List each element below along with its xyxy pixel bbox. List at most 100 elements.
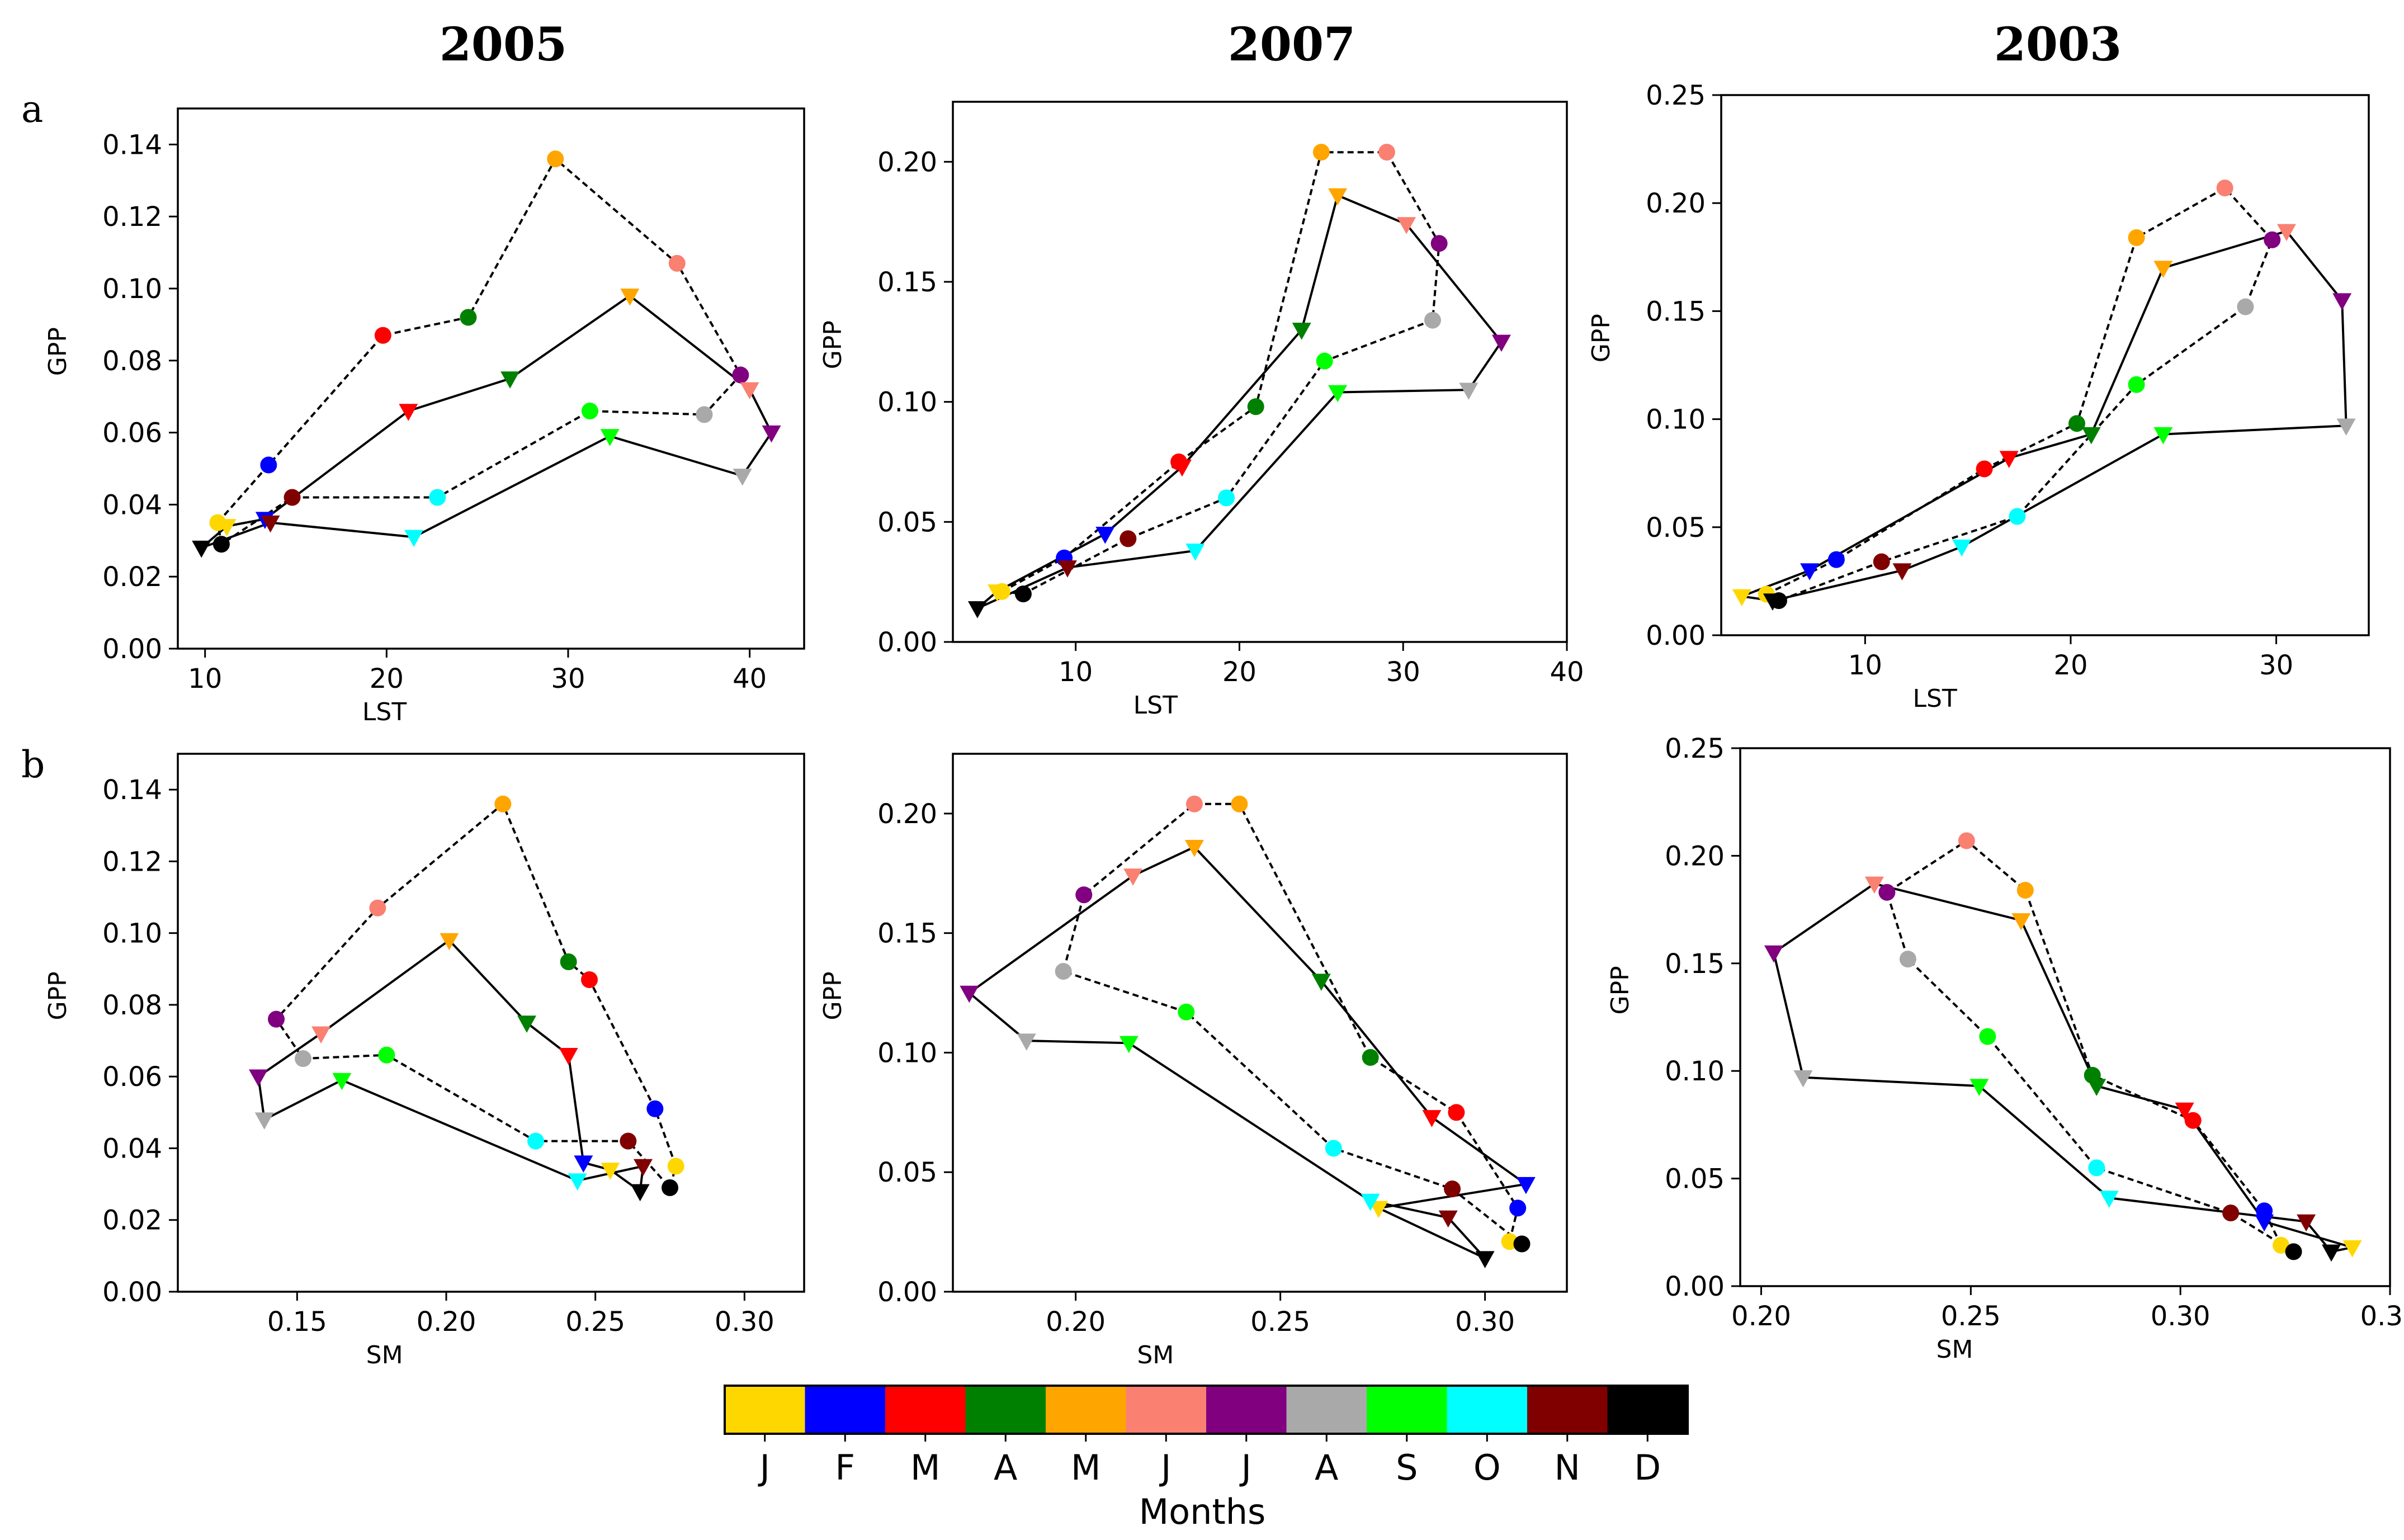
point-circle-may	[547, 150, 564, 168]
y-tick-label: 0.14	[102, 129, 162, 160]
point-triangle-may	[440, 933, 459, 951]
x-tick-label: 40	[1550, 656, 1584, 688]
y-tick-label: 0.12	[102, 846, 162, 877]
x-axis-label: SM	[366, 1341, 403, 1369]
x-axis-label: SM	[1937, 1335, 1973, 1364]
point-circle-jul	[2264, 231, 2281, 248]
x-tick-label: 0.15	[267, 1306, 327, 1338]
y-axis-label: GPP	[819, 320, 847, 369]
point-triangle-feb	[2255, 1214, 2274, 1232]
point-triangle-sep	[1328, 385, 1348, 403]
column-title-2007: 2007	[1228, 18, 1356, 72]
y-tick-label: 0.25	[1646, 80, 1706, 111]
point-triangle-nov	[2297, 1214, 2316, 1232]
y-tick-label: 0.05	[1646, 512, 1706, 544]
point-circle-dec	[1014, 585, 1032, 603]
y-tick-label: 0.04	[102, 489, 162, 521]
point-circle-nov	[1120, 530, 1137, 547]
point-circle-aug	[696, 406, 713, 423]
point-circle-oct	[1325, 1140, 1342, 1157]
y-tick-label: 0.10	[102, 918, 162, 949]
point-triangle-nov	[1438, 1210, 1458, 1228]
point-circle-jul	[1430, 235, 1448, 252]
panel-a-2005: 10 20 30 40 0.00 0.02 0.04 0.06 0.08 0.10 0.12 0.14…	[44, 107, 805, 726]
point-triangle-feb	[574, 1155, 593, 1173]
column-title-2003: 2003	[1994, 18, 2122, 72]
point-circle-nov	[1873, 553, 1890, 570]
point-triangle-dec	[1763, 593, 1782, 611]
panel-b-2005: 0.15 0.20 0.25 0.30 0.00 0.02 0.04 0.06 0.08 0.10…	[44, 753, 805, 1369]
point-circle-apr	[2068, 415, 2085, 432]
point-triangle-jan	[988, 584, 1007, 602]
x-tick-label: 20	[1222, 656, 1257, 688]
panel-a-2007: 10 20 30 40 0.00 0.05 0.10 0.15 0.20 LST GPP	[819, 101, 1584, 720]
point-circle-apr	[1247, 398, 1264, 415]
point-circle-jun	[2216, 179, 2233, 197]
x-tick-label: 30	[2259, 650, 2293, 681]
y-tick-label: 0.20	[877, 147, 937, 178]
point-circle-jun	[668, 254, 686, 272]
x-tick-label: 0.25	[1250, 1306, 1310, 1338]
point-circle-mar	[2184, 1112, 2202, 1129]
point-circle-feb	[1509, 1199, 1527, 1217]
point-circle-dec	[1513, 1235, 1531, 1253]
point-circle-jan	[667, 1158, 684, 1175]
x-tick-label: 0.30	[1455, 1306, 1515, 1338]
point-circle-may	[494, 795, 512, 812]
point-circle-nov	[284, 489, 301, 506]
point-triangle-dec	[967, 601, 987, 618]
point-circle-jan	[2273, 1236, 2290, 1254]
y-tick-label: 0.06	[102, 418, 162, 449]
point-triangle-may	[2011, 913, 2031, 930]
point-circle-apr	[460, 309, 477, 326]
point-circle-sep	[1178, 1003, 1195, 1021]
y-tick-label: 0.10	[102, 273, 162, 305]
y-tick-label: 0.00	[102, 1277, 162, 1308]
y-axis-label: GPP	[819, 971, 847, 1020]
point-triangle-feb	[1800, 563, 1820, 580]
point-triangle-apr	[500, 371, 520, 389]
y-tick-label: 0.05	[1665, 1164, 1725, 1195]
point-triangle-apr	[2081, 427, 2101, 445]
point-triangle-jun	[2277, 224, 2296, 242]
x-tick-label: 0.35	[2360, 1301, 2404, 1332]
y-tick-label: 0.20	[1665, 840, 1725, 872]
colorbar-label-apr: A	[994, 1447, 1017, 1488]
point-triangle-jul	[2332, 293, 2352, 310]
y-tick-label: 0.02	[102, 561, 162, 593]
colorbar-label-jun: J	[1159, 1447, 1171, 1488]
plot-frame	[952, 101, 1568, 643]
triangles-path	[1772, 882, 2353, 1253]
row-label-b: b	[21, 743, 45, 786]
point-triangle-oct	[568, 1173, 587, 1191]
x-tick-label: 30	[1386, 656, 1420, 688]
point-triangle-mar	[2175, 1102, 2194, 1120]
circles-path	[216, 157, 742, 546]
point-circle-may	[2128, 229, 2145, 247]
plot-frame	[177, 107, 805, 650]
point-circle-sep	[2128, 376, 2145, 393]
point-circle-aug	[1424, 311, 1441, 329]
y-tick-label: 0.00	[877, 1277, 937, 1308]
x-tick-label: 0.30	[2151, 1301, 2211, 1332]
point-circle-aug	[2237, 298, 2254, 315]
y-tick-label: 0.15	[1646, 296, 1706, 327]
point-triangle-nov	[1057, 560, 1077, 578]
point-triangle-may	[620, 289, 640, 306]
point-circle-apr	[1362, 1048, 1379, 1066]
point-circle-sep	[1979, 1028, 1996, 1045]
point-triangle-jan	[601, 1163, 620, 1180]
plot-frame	[1739, 747, 2391, 1287]
point-triangle-apr	[1292, 323, 1311, 340]
point-circle-oct	[2088, 1159, 2105, 1177]
point-triangle-aug	[1793, 1070, 1813, 1088]
point-triangle-dec	[630, 1184, 650, 1202]
y-axis-label: GPP	[44, 327, 72, 376]
colorbar-label-oct: O	[1473, 1447, 1501, 1488]
colorbar-label-mar: M	[910, 1447, 941, 1488]
point-circle-mar	[1448, 1104, 1465, 1121]
point-circle-jun	[1378, 144, 1395, 161]
x-tick-label: 20	[370, 663, 404, 695]
x-tick-label: 0.25	[565, 1306, 625, 1338]
point-triangle-feb	[1095, 527, 1115, 544]
